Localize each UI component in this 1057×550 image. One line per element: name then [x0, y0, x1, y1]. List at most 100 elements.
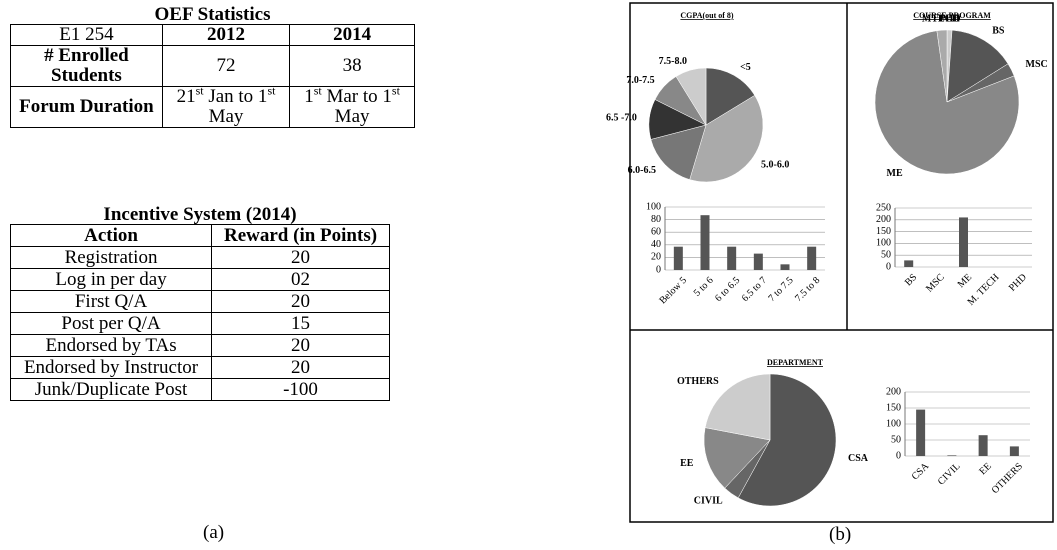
- y-tick-label: 200: [876, 214, 891, 225]
- bar: [700, 215, 710, 270]
- table-row: Log in per day 02: [9, 268, 390, 291]
- y-tick-label: 100: [886, 418, 901, 429]
- table-cell: Endorsed by Instructor: [9, 356, 213, 379]
- y-tick-label: 0: [896, 450, 901, 461]
- x-tick-label: 7 to 7.5: [766, 275, 795, 304]
- incentive-table: Incentive System (2014) Action Reward (in …: [9, 204, 390, 401]
- slice-label: EE: [680, 458, 694, 469]
- slice-label: OTHERS: [677, 376, 719, 387]
- pie-slice: [737, 373, 837, 507]
- pie-slice: [946, 29, 1009, 103]
- bar: [673, 246, 683, 270]
- table-row: Action Reward (in Points): [9, 224, 390, 247]
- bar: [727, 246, 737, 270]
- x-tick-label: CSA: [910, 460, 932, 482]
- table-cell: 1st Mar to 1st May: [289, 83, 415, 128]
- cell-text: May: [208, 106, 244, 127]
- table-row: Junk/Duplicate Post -100: [9, 378, 390, 401]
- bar: [904, 260, 914, 267]
- cell-text: st: [391, 83, 400, 98]
- bar: [959, 217, 968, 267]
- slice-label: 6.0-6.5: [628, 165, 656, 176]
- table-row: Forum Duration 21st Jan to 1st May 1st Mar…: [10, 83, 415, 128]
- slice-label: CSA: [848, 453, 869, 464]
- x-tick-label: CIVIL: [936, 461, 963, 488]
- table-cell: Junk/Duplicate Post: [9, 378, 213, 401]
- bar: [753, 253, 763, 270]
- table-cell: 72: [161, 45, 291, 87]
- panel-frame: [629, 2, 1054, 523]
- x-tick-label: ME: [956, 272, 974, 290]
- table-cell: Action: [9, 224, 213, 247]
- cell-text: Mar to 1: [321, 86, 392, 107]
- table-row: First Q/A 20: [9, 290, 390, 313]
- table-cell: 20: [211, 290, 390, 313]
- x-tick-label: MSC: [924, 272, 947, 295]
- table-cell: 20: [211, 334, 390, 357]
- slice-label: 6.5 -7.0: [606, 113, 637, 124]
- slice-label: 7.0-7.5: [626, 75, 654, 86]
- pie-slice: [675, 67, 707, 126]
- table-row: Post per Q/A 15: [9, 312, 390, 335]
- slice-label: MTECH: [922, 14, 960, 25]
- bar: [978, 435, 988, 456]
- pie-slice: [704, 373, 771, 441]
- chart-title: CGPA(out of 8): [680, 11, 734, 20]
- table-cell: 20: [211, 356, 390, 379]
- pie-slice: [650, 124, 707, 180]
- y-tick-label: 200: [886, 386, 901, 397]
- y-tick-label: 150: [876, 226, 891, 237]
- cell-text: 21: [176, 86, 196, 107]
- pie-slice: [705, 67, 756, 126]
- slice-label: PHD: [940, 14, 961, 25]
- x-tick-label: EE: [977, 461, 993, 477]
- x-tick-label: OTHERS: [990, 461, 1025, 496]
- bar: [947, 455, 957, 456]
- table-cell: # Enrolled Students: [10, 45, 163, 87]
- cell-text: Jan to 1: [203, 86, 268, 107]
- x-tick-label: 5 to 6: [692, 275, 716, 299]
- table-cell: 38: [289, 45, 415, 87]
- pie-slice: [689, 95, 764, 183]
- y-tick-label: 0: [886, 261, 891, 272]
- slice-label: 5.0-6.0: [761, 159, 789, 170]
- table-row: E1 254 2012 2014: [10, 24, 415, 46]
- table-cell: Reward (in Points): [211, 224, 390, 247]
- slice-label: 7.5-8.0: [659, 56, 687, 67]
- y-tick-label: 0: [656, 264, 661, 275]
- cell-text: st: [195, 83, 204, 98]
- chart-title: DEPARTMENT: [767, 358, 824, 367]
- table-title: OEF Statistics: [154, 4, 271, 25]
- chart-title: COURSE PROGRAM: [913, 11, 991, 20]
- table-row: # Enrolled Students 72 38: [10, 45, 415, 87]
- y-tick-label: 250: [876, 202, 891, 213]
- bar: [807, 246, 817, 270]
- x-tick-label: Below 5: [657, 275, 689, 307]
- x-tick-label: PHD: [1007, 272, 1029, 294]
- y-tick-label: 80: [651, 214, 661, 225]
- table-row: Registration 20: [9, 246, 390, 269]
- table-cell: First Q/A: [9, 290, 213, 313]
- table-row: Endorsed by TAs 20: [9, 334, 390, 357]
- caption: (b): [829, 524, 852, 545]
- x-tick-label: 7.5 to 8: [793, 275, 822, 304]
- y-tick-label: 50: [891, 434, 901, 445]
- pie-slice: [703, 427, 771, 489]
- bar: [780, 264, 790, 270]
- y-tick-label: 40: [651, 239, 661, 250]
- slice-label: CIVIL: [694, 496, 723, 507]
- slice-label: BS: [992, 25, 1005, 36]
- table-cell: Endorsed by TAs: [9, 334, 213, 357]
- x-tick-label: 6.5 to 7: [740, 275, 769, 304]
- stats-table: OEF Statistics E1 254 2012 2014 # Enrolled S…: [10, 4, 415, 128]
- cell-text: st: [313, 83, 322, 98]
- y-tick-label: 50: [881, 249, 891, 260]
- table-cell: Log in per day: [9, 268, 213, 291]
- table-cell: 2012: [161, 24, 291, 46]
- bar: [916, 409, 926, 456]
- table-cell: E1 254: [10, 24, 163, 46]
- pie-slice: [936, 29, 948, 103]
- table-title: Incentive System (2014): [103, 204, 297, 225]
- table-cell: Registration: [9, 246, 213, 269]
